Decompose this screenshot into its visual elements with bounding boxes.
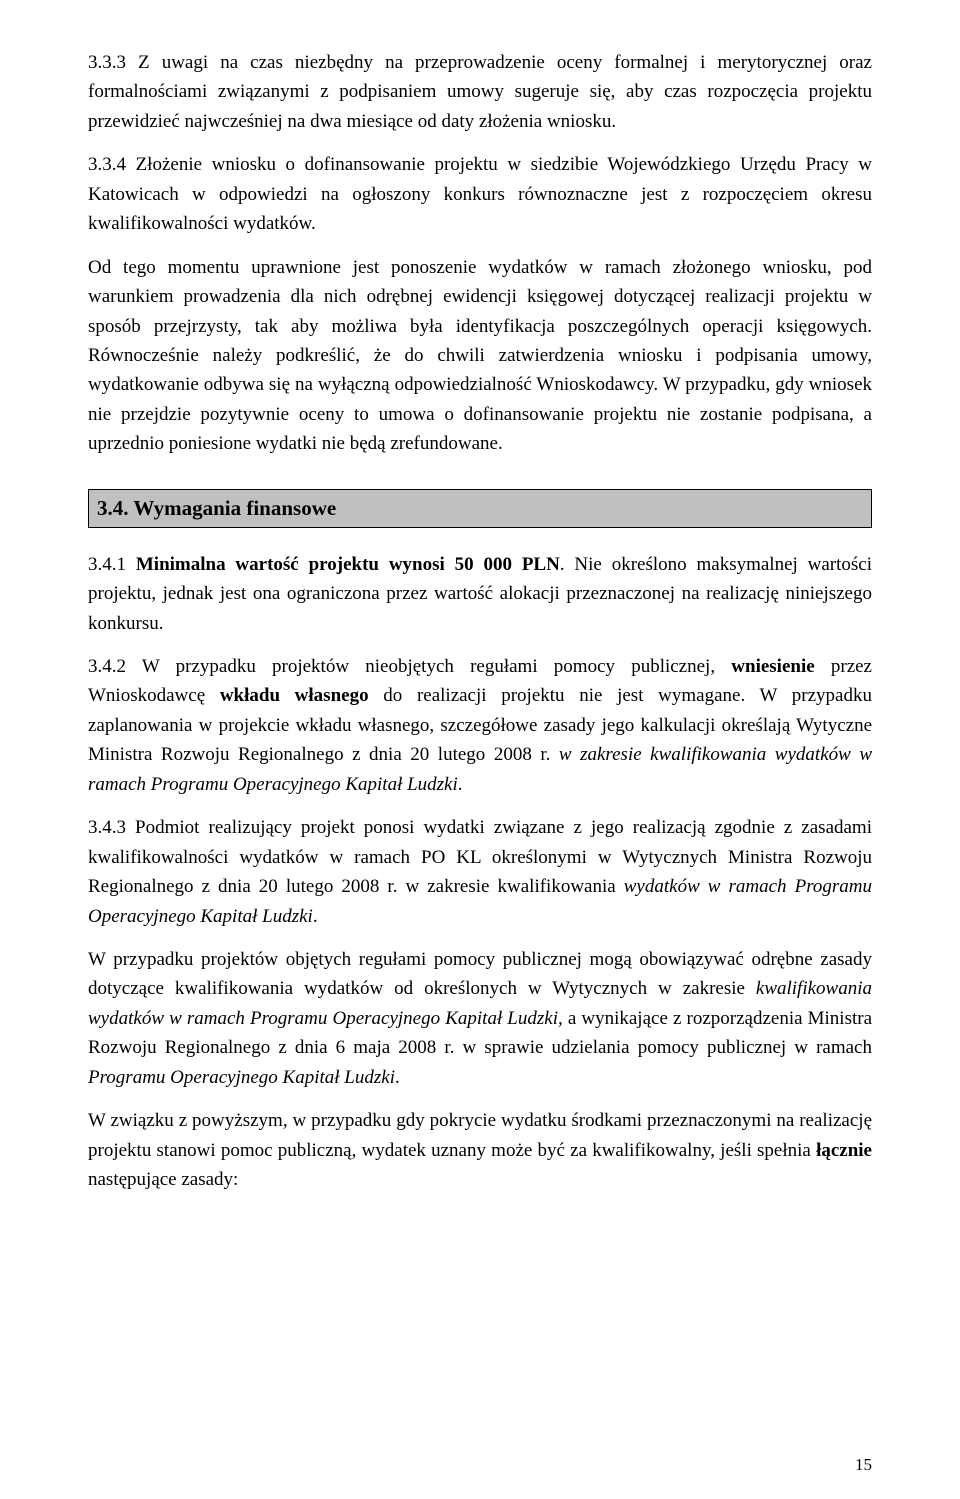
paragraph-343c: W związku z powyższym, w przypadku gdy p… — [88, 1106, 872, 1194]
section-heading-box: 3.4. Wymagania finansowe — [88, 489, 872, 528]
paragraph-343b: W przypadku projektów objętych regułami … — [88, 945, 872, 1092]
page-number: 15 — [855, 1455, 872, 1475]
bold-span: wkładu własnego — [220, 685, 369, 706]
bold-span: łącznie — [816, 1140, 872, 1161]
text-span: 3.4.2 W przypadku projektów nieobjętych … — [88, 656, 731, 677]
text-span: . — [313, 906, 318, 927]
bold-span: wniesienie — [731, 656, 814, 677]
paragraph-342: 3.4.2 W przypadku projektów nieobjętych … — [88, 652, 872, 799]
paragraph-343: 3.4.3 Podmiot realizujący projekt ponosi… — [88, 813, 872, 931]
bold-span: Minimalna wartość projektu wynosi 50 000… — [136, 554, 560, 575]
paragraph-333: 3.3.3 Z uwagi na czas niezbędny na przep… — [88, 48, 872, 136]
page: 3.3.3 Z uwagi na czas niezbędny na przep… — [0, 0, 960, 1499]
text-span: . — [458, 774, 463, 795]
text-span: następujące zasady: — [88, 1169, 238, 1190]
paragraph-341: 3.4.1 Minimalna wartość projektu wynosi … — [88, 550, 872, 638]
text-span: 3.4.1 — [88, 554, 136, 575]
text-span: W przypadku projektów objętych regułami … — [88, 949, 872, 999]
paragraph-334-cont: Od tego momentu uprawnione jest ponoszen… — [88, 253, 872, 459]
text-span: . — [395, 1067, 400, 1088]
section-heading: 3.4. Wymagania finansowe — [97, 496, 336, 520]
paragraph-334: 3.3.4 Złożenie wniosku o dofinansowanie … — [88, 150, 872, 238]
text-span: W związku z powyższym, w przypadku gdy p… — [88, 1110, 872, 1160]
italic-span: Programu Operacyjnego Kapitał Ludzki — [88, 1067, 395, 1088]
